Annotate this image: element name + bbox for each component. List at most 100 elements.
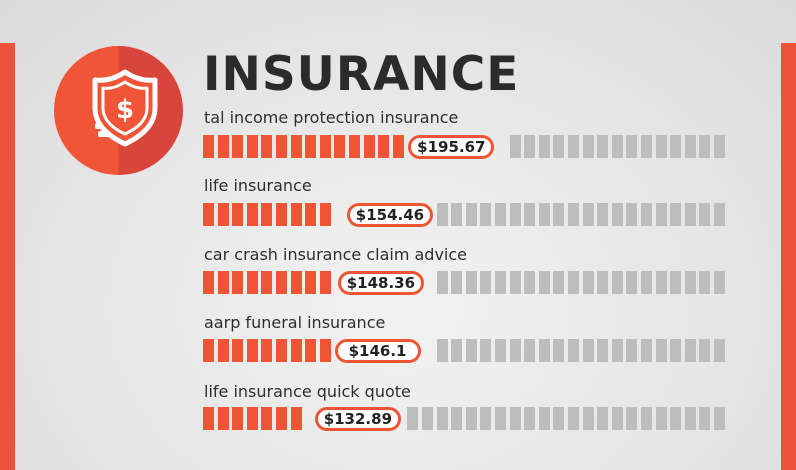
bar-segment-empty (582, 407, 594, 430)
bar-segment-filled (276, 203, 287, 226)
bar-segment-empty (655, 407, 667, 430)
bar-segment-empty (568, 203, 579, 226)
bar-segment-empty (451, 407, 463, 430)
bar-segment-empty (553, 339, 565, 362)
bar-segment-empty (436, 271, 448, 294)
bar-segment-empty (626, 339, 638, 362)
bar-segment-empty (626, 271, 638, 294)
value-label: $195.67 (408, 134, 495, 159)
bar-segment-filled (334, 135, 346, 158)
bar-segment-empty (699, 271, 711, 294)
bar-segment-filled (261, 407, 273, 430)
left-accent-bar (0, 43, 15, 470)
bar-segment-empty (670, 135, 682, 158)
bar-segment-empty (465, 339, 477, 362)
bar-segment-filled (290, 135, 302, 158)
bar-segment-empty (582, 203, 594, 226)
bar-segment-empty (524, 203, 536, 226)
bar-segment-empty (495, 339, 506, 362)
bar-segment-empty (553, 271, 565, 294)
svg-text:$: $ (116, 95, 134, 125)
bar-segment-filled (276, 135, 287, 158)
bar-segment-empty (655, 271, 667, 294)
bar-segment-empty (436, 339, 448, 362)
bar-segment-filled (261, 271, 273, 294)
bar-segment-filled (203, 339, 214, 362)
bar-segment-filled (232, 203, 244, 226)
bar-segment-empty (670, 203, 682, 226)
bar-segment-empty (641, 407, 652, 430)
bar-segment-empty (524, 135, 536, 158)
bar-segment-filled (217, 271, 229, 294)
page-title: INSURANCE (203, 47, 520, 102)
bar-segment-empty (436, 203, 448, 226)
bar-segment-empty (538, 339, 550, 362)
bar-segment-empty (568, 339, 579, 362)
value-label: $146.1 (334, 338, 421, 363)
bar-segment-empty (597, 203, 609, 226)
bar-segment-empty (422, 407, 433, 430)
insurance-badge: $ (54, 46, 183, 175)
bar-segment-empty (524, 271, 536, 294)
bar-segment-empty (611, 339, 623, 362)
bar-segment-empty (553, 203, 565, 226)
bar-segment-empty (714, 339, 725, 362)
bar-segment-empty (684, 135, 696, 158)
bar-segment-empty (714, 203, 725, 226)
right-accent-bar (781, 43, 796, 470)
bar-segment-empty (714, 271, 725, 294)
bar-segment-filled (203, 135, 214, 158)
bar-segment-empty (568, 135, 579, 158)
shield-dollar-icon: $ (92, 69, 158, 147)
bar-segment-empty (626, 135, 638, 158)
bar-segment-empty (465, 407, 477, 430)
value-label: $132.89 (314, 406, 401, 431)
bar-segment-empty (509, 339, 521, 362)
bar-segment-filled (217, 203, 229, 226)
bar-segment-filled (217, 407, 229, 430)
row-label: aarp funeral insurance (204, 313, 386, 332)
bar-segment-empty (597, 407, 609, 430)
bar-segment-empty (465, 203, 477, 226)
bar-segment-empty (509, 271, 521, 294)
bar-segment-filled (261, 339, 273, 362)
bar-segment-empty (568, 271, 579, 294)
bar-segment-filled (246, 407, 258, 430)
bar-segment-empty (480, 407, 492, 430)
bar-segment-filled (290, 339, 302, 362)
bar-segment-filled (261, 135, 273, 158)
bar-segment-filled (305, 339, 317, 362)
bar-segment-filled (232, 339, 244, 362)
bar-segment-filled (232, 407, 244, 430)
bar-segment-empty (684, 339, 696, 362)
bar-segment-empty (495, 203, 506, 226)
bar-segment-empty (568, 407, 579, 430)
bar-segment-filled (217, 135, 229, 158)
bar-segment-filled (363, 135, 375, 158)
bar-segment-empty (407, 407, 419, 430)
bar-segment-empty (699, 339, 711, 362)
bar-segment-empty (538, 271, 550, 294)
bar-segment-filled (392, 135, 404, 158)
bar-segment-filled (246, 203, 258, 226)
bar-segment-filled (276, 407, 287, 430)
bar-segment-empty (480, 203, 492, 226)
bar-segment-empty (597, 271, 609, 294)
row-label: tal income protection insurance (204, 108, 459, 127)
bar-segment-empty (611, 407, 623, 430)
bar-segment-filled (305, 135, 317, 158)
bar-segment-filled (290, 203, 302, 226)
bar-segment-filled (217, 339, 229, 362)
bar-segment-filled (319, 135, 331, 158)
bar-segment-empty (611, 135, 623, 158)
bar-segment-empty (465, 271, 477, 294)
bar-segment-empty (509, 203, 521, 226)
bar-segment-empty (495, 271, 506, 294)
bar-segment-empty (714, 407, 725, 430)
bar-segment-empty (553, 407, 565, 430)
bar-segment-empty (582, 339, 594, 362)
bar-segment-empty (436, 407, 448, 430)
value-label: $154.46 (346, 202, 433, 227)
row-label: life insurance (204, 176, 312, 195)
bar-segment-filled (246, 271, 258, 294)
